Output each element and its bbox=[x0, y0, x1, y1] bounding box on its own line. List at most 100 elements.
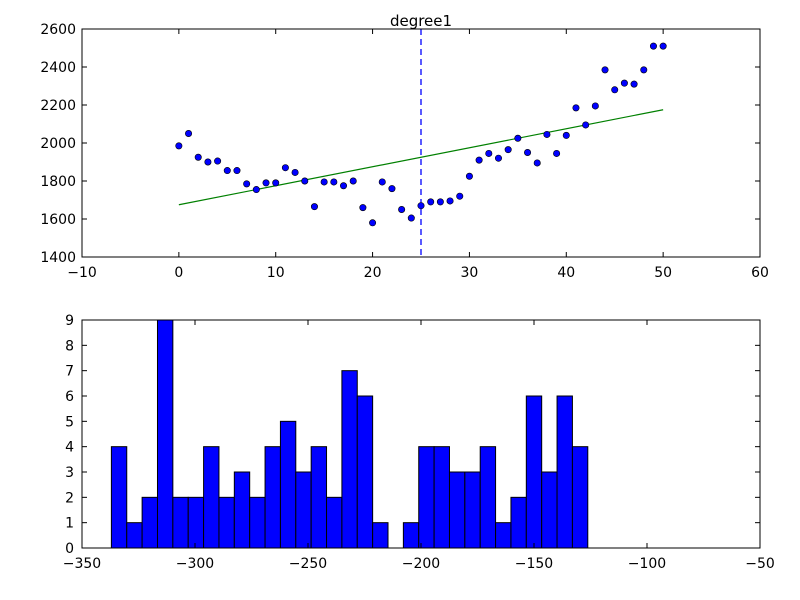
scatter-point bbox=[533, 159, 541, 167]
scatter-point bbox=[572, 104, 580, 112]
y-tick-label: 9 bbox=[65, 313, 74, 329]
histogram-bar bbox=[203, 446, 220, 549]
histogram-bar bbox=[433, 446, 450, 549]
histogram-bar bbox=[464, 471, 481, 549]
scatter-point bbox=[465, 172, 473, 180]
scatter-point bbox=[378, 178, 386, 186]
scatter-point bbox=[320, 178, 328, 186]
histogram-bar bbox=[156, 319, 174, 549]
x-tick-label: −300 bbox=[176, 556, 214, 572]
scatter-point bbox=[388, 185, 396, 193]
histogram-bar bbox=[310, 446, 328, 549]
scatter-point bbox=[349, 177, 357, 185]
scatter-point bbox=[630, 80, 638, 88]
scatter-point bbox=[475, 156, 483, 164]
histogram-bar bbox=[295, 471, 312, 549]
x-tick-label: 60 bbox=[751, 265, 769, 281]
scatter-point bbox=[524, 149, 532, 157]
y-tick-label: 0 bbox=[65, 541, 74, 557]
y-tick-label: 3 bbox=[65, 465, 74, 481]
histogram-bar bbox=[233, 471, 251, 549]
scatter-point bbox=[640, 66, 648, 74]
histogram-bar bbox=[372, 522, 389, 549]
y-tick-label: 2400 bbox=[40, 60, 76, 76]
x-tick-label: 40 bbox=[557, 265, 575, 281]
scatter-point bbox=[582, 121, 590, 129]
top-chart-title: degree1 bbox=[390, 12, 452, 30]
scatter-point bbox=[204, 158, 212, 166]
scatter-point bbox=[446, 197, 454, 205]
x-tick-label: −10 bbox=[67, 265, 97, 281]
scatter-point bbox=[272, 179, 280, 187]
histogram-bar bbox=[479, 446, 497, 549]
scatter-point bbox=[543, 130, 551, 138]
histogram-bar bbox=[187, 496, 205, 549]
histogram-bar bbox=[264, 446, 281, 549]
y-tick-label: 2600 bbox=[40, 22, 76, 38]
top-plot-content bbox=[175, 29, 667, 257]
scatter-point bbox=[494, 154, 502, 162]
histogram-bar bbox=[448, 471, 466, 549]
histogram-bar bbox=[126, 522, 143, 549]
histogram-bar bbox=[249, 496, 266, 549]
scatter-point bbox=[262, 179, 270, 187]
x-tick-label: 0 bbox=[174, 265, 183, 281]
scatter-point bbox=[591, 102, 599, 110]
scatter-point bbox=[233, 167, 241, 175]
scatter-point bbox=[252, 186, 260, 194]
scatter-point bbox=[649, 42, 657, 50]
y-tick-label: 1400 bbox=[40, 250, 76, 266]
y-tick-label: 4 bbox=[65, 440, 74, 456]
y-tick-label: 2000 bbox=[40, 136, 76, 152]
histogram-bar bbox=[341, 370, 358, 549]
y-tick-label: 7 bbox=[65, 364, 74, 380]
scatter-point bbox=[504, 146, 512, 154]
histogram-bar bbox=[571, 446, 589, 549]
scatter-point bbox=[243, 180, 251, 188]
scatter-point bbox=[214, 157, 222, 165]
x-tick-label: 20 bbox=[364, 265, 382, 281]
histogram-bar bbox=[541, 471, 558, 549]
top-ticks: −10 0 10 20 30 40 50 60 1400 1600 1800 2000 2200 2400… bbox=[40, 22, 769, 281]
histogram-bar bbox=[279, 420, 297, 549]
scatter-point bbox=[436, 198, 444, 206]
scatter-point bbox=[485, 149, 493, 157]
y-tick-label: 5 bbox=[65, 414, 74, 430]
y-tick-label: 2 bbox=[65, 490, 74, 506]
x-tick-label: −150 bbox=[515, 556, 553, 572]
histogram-bar bbox=[356, 395, 374, 549]
bottom-chart: −350 −300 −250 −200 −150 −100 −50 0 1 2 3 4 5 6 7 8 9 bbox=[63, 313, 775, 572]
bottom-ticks: −350 −300 −250 −200 −150 −100 −50 0 1 2 3 4 5 6 7 8 9 bbox=[63, 313, 775, 572]
histogram-bar bbox=[402, 522, 420, 549]
scatter-point bbox=[359, 204, 367, 212]
y-tick-label: 2200 bbox=[40, 98, 76, 114]
scatter-point bbox=[281, 164, 289, 172]
x-tick-label: −250 bbox=[289, 556, 327, 572]
scatter-point bbox=[553, 149, 561, 157]
scatter-point bbox=[194, 153, 202, 161]
histogram-bar bbox=[525, 395, 543, 549]
scatter-point bbox=[417, 202, 425, 210]
histogram-bar bbox=[110, 446, 128, 549]
scatter-point bbox=[301, 177, 309, 185]
histogram-bar bbox=[556, 395, 573, 549]
scatter-point bbox=[659, 42, 667, 50]
scatter-point bbox=[620, 79, 628, 87]
x-tick-label: 50 bbox=[654, 265, 672, 281]
y-tick-label: 1 bbox=[65, 516, 74, 532]
histogram-bar bbox=[326, 496, 343, 549]
histogram-bar bbox=[172, 496, 189, 549]
y-tick-label: 1800 bbox=[40, 174, 76, 190]
top-chart: degree1 −10 0 10 20 30 40 50 60 1400 1600 1800 2000… bbox=[40, 12, 769, 281]
scatter-point bbox=[310, 203, 318, 211]
scatter-point bbox=[330, 178, 338, 186]
scatter-point bbox=[369, 219, 377, 227]
scatter-point bbox=[291, 168, 299, 176]
x-tick-label: −350 bbox=[63, 556, 101, 572]
x-tick-label: 30 bbox=[461, 265, 479, 281]
x-tick-label: −50 bbox=[745, 556, 775, 572]
scatter-point bbox=[185, 130, 193, 138]
scatter-point bbox=[456, 192, 464, 200]
x-tick-label: 10 bbox=[267, 265, 285, 281]
